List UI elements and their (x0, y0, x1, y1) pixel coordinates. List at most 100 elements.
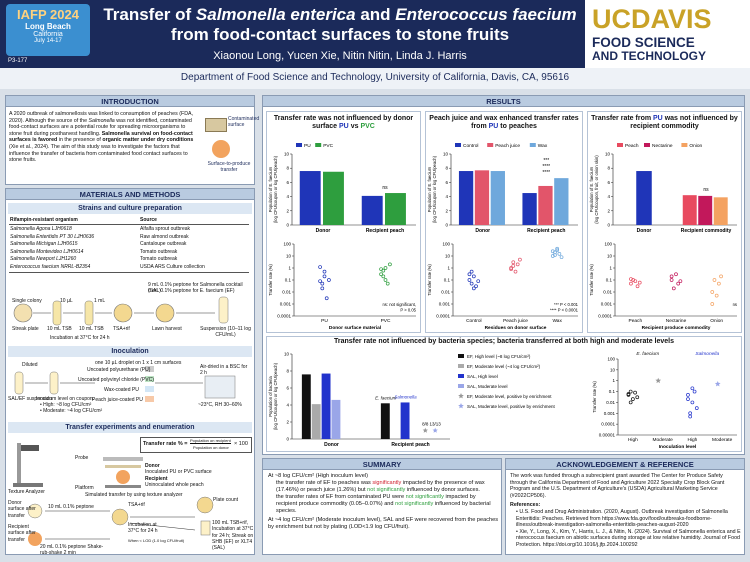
plate (111, 508, 129, 526)
y-tick-label: 100 (442, 242, 450, 247)
point (511, 264, 516, 268)
title-part: PU (488, 123, 499, 131)
flow-label: Suspension (10–11 log CFU/mL) (200, 326, 251, 339)
culture-diagram (13, 296, 229, 326)
summary-text: At ~8 log CFU/cm² (High inoculum level) t… (268, 473, 498, 533)
y-tick-label: 8 (607, 166, 610, 171)
transfer-diagram (13, 443, 214, 546)
point (712, 278, 717, 282)
section-heading: INTRODUCTION (5, 95, 255, 107)
y-tick-label: 0.0001 (436, 314, 450, 319)
bar (698, 195, 713, 225)
flow-label: TSA+rif (113, 326, 130, 332)
legend-label: SAL, High level (467, 374, 498, 379)
group-label: Salmonella (695, 351, 719, 357)
point (633, 279, 638, 284)
point (327, 278, 331, 282)
transfer-label: Platform (75, 485, 94, 491)
y-tick-label: 2 (607, 208, 610, 213)
tube (14, 371, 24, 395)
y-tick-label: 4 (445, 194, 448, 199)
transfer-label: Simulated transfer by using texture anal… (85, 492, 183, 498)
y-tick-label: 2 (286, 420, 289, 425)
y-tick-label: 6 (445, 180, 448, 185)
point (692, 389, 697, 394)
summary-part: not significantly (405, 493, 444, 500)
title-part: Salmonella enterica (195, 5, 356, 24)
point (635, 395, 640, 400)
rule (9, 272, 249, 273)
tube (84, 300, 94, 326)
point (318, 265, 322, 269)
x-tick-label: Moderate (652, 437, 673, 443)
legend-label: PVC (323, 143, 333, 149)
y-tick-label: 8 (286, 166, 289, 171)
y-tick-label: 0 (445, 223, 448, 228)
y-tick-label: 10 (284, 352, 290, 357)
logo-davis: DAVIS (631, 4, 712, 34)
y-axis-label: Transfer rate (%) (589, 264, 594, 296)
inoc-label: • High: ~8 log CFU/cm² (40, 402, 92, 408)
note: ns: not significant, (382, 302, 416, 307)
flow-label: 10 mL TSB (47, 326, 72, 332)
y-axis-label: Population of bacteria (268, 376, 273, 417)
logo-line: AND TECHNOLOGY (592, 48, 706, 63)
bar (361, 195, 383, 225)
legend-swatch (644, 143, 650, 147)
point (385, 281, 390, 286)
y-tick-label: 0.001 (439, 302, 451, 307)
x-tick-label: Moderate (712, 437, 733, 443)
reference-text: Xie, Y., Long, X., Kim, Y., Harris, L. J… (516, 528, 741, 549)
y-tick-label: 0.1 (444, 278, 451, 283)
bar (713, 197, 728, 225)
formula: Population on recipient (190, 438, 231, 444)
inoc-label: • Moderate: ~4 log CFU/cm² (40, 408, 103, 414)
x-axis-label: Recipient produce commodity (642, 325, 711, 331)
y-tick-label: 4 (286, 403, 289, 408)
annotation: **** (542, 164, 550, 170)
text: Salmonella (88, 117, 115, 124)
bar (458, 171, 474, 225)
title-part: was not influenced by recipient commodit… (630, 115, 738, 131)
point (379, 272, 383, 277)
y-tick-label: 0.1 (285, 278, 292, 283)
panel-title: Peach juice and wax enhanced transfer ra… (427, 115, 581, 131)
analyzer (13, 483, 43, 487)
enrichment-label: 13/13 (430, 422, 442, 427)
inoc-label: one 10 µL droplet on 1 x 1 cm surfaces (95, 360, 182, 366)
ucdavis-logo: UCDAVIS FOOD SCIENCE AND TECHNOLOGY (592, 6, 747, 62)
x-tick-label: High (628, 437, 638, 443)
point (555, 246, 560, 251)
point (719, 274, 723, 279)
point (669, 278, 674, 282)
note: **** P < 0.0001 (550, 308, 579, 313)
methods-box (5, 188, 255, 555)
title-part: Peach juice and wax enhanced transfer ra… (429, 115, 579, 131)
legend-swatch (458, 354, 464, 358)
point (322, 269, 327, 274)
legend-label: Nectarine (652, 143, 673, 149)
enrichment-star (422, 427, 428, 433)
point (686, 392, 690, 397)
y-tick-label: 0 (607, 223, 610, 228)
y-tick-label: 100 (604, 242, 612, 247)
y-tick-label: 10 (284, 152, 290, 157)
summary-item: At ~8 log CFU/cm² (High inoculum level) t… (268, 473, 498, 515)
reference: • U.S. Food and Drug Administration. (20… (516, 509, 728, 529)
title-part: Transfer rate was not influenced by dono… (273, 115, 414, 131)
flow-label: Lawn harvest (152, 326, 182, 332)
legend-swatch (458, 403, 464, 409)
summary-box (262, 458, 502, 555)
plate (13, 303, 33, 323)
point (690, 386, 695, 391)
legend-swatch (681, 143, 688, 147)
peach (28, 532, 42, 546)
x-tick-label: Recipient commodity (681, 228, 732, 234)
point (469, 281, 474, 286)
point (628, 389, 633, 394)
y-axis-label: (log CFU/coupon or log CFU/peach) (273, 155, 278, 223)
x-tick-label: Donor (475, 228, 490, 234)
x-tick-label: Recipient peach (391, 442, 429, 448)
text: (Xie et al., 2024). The aim of this stud… (9, 144, 188, 164)
